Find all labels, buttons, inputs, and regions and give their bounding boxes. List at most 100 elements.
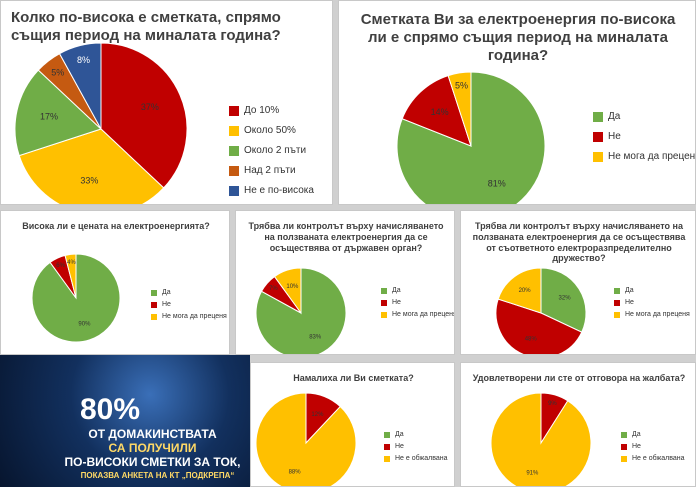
legend-swatch <box>593 151 603 162</box>
legend-label: Да <box>632 431 641 438</box>
legend-swatch <box>229 185 239 196</box>
legend-swatch <box>384 431 390 438</box>
data-label: 5% <box>455 80 468 90</box>
legend-entry: Не е по-висока <box>229 185 314 196</box>
pie-slice <box>18 128 165 204</box>
data-label: 32% <box>559 296 572 302</box>
legend-entry: Не е обжалвана <box>384 455 448 462</box>
legend-entry: Около 2 пъти <box>229 145 306 156</box>
pie-slice <box>58 42 102 130</box>
chart-title: Сметката Ви за електроенергия по-висока … <box>360 11 676 64</box>
pie-chart: 37% 33% 17% 5% 8% <box>14 42 188 204</box>
legend-entry: Не е обжалвана <box>621 455 685 462</box>
legend-swatch <box>151 289 157 296</box>
data-label: 7% <box>269 286 278 292</box>
legend-entry: Не <box>381 299 401 306</box>
legend-swatch <box>621 455 627 462</box>
data-label: 37% <box>141 102 159 112</box>
legend-swatch <box>381 299 387 306</box>
pie-chart: 0%12%88% <box>255 392 357 486</box>
legend-label: Не <box>608 131 621 142</box>
legend-swatch <box>384 443 390 450</box>
legend-swatch <box>621 443 627 450</box>
data-label: 8% <box>77 55 90 65</box>
legend-label: Не мога да преценя <box>625 311 690 318</box>
legend-label: Не мога да преценя <box>392 311 455 318</box>
data-label: 91% <box>526 470 539 476</box>
legend-swatch <box>229 105 239 116</box>
legend-entry: Да <box>381 287 401 294</box>
data-label: 5% <box>51 68 64 78</box>
legend-label: Не е обжалвана <box>395 455 448 462</box>
banner-line: ПО-ВИСОКИ СМЕТКИ ЗА ТОК, <box>64 455 241 469</box>
data-label: 88% <box>289 469 302 475</box>
banner-image: 80% ОТ ДОМАКИНСТВАТА СА ПОЛУЧИЛИ ПО-ВИСО… <box>0 355 250 487</box>
legend-label: Да <box>625 287 634 294</box>
chart-title: Удовлетворени ли сте от отговора на жалб… <box>472 373 686 383</box>
legend-swatch <box>381 311 387 318</box>
pie-slice <box>273 267 302 315</box>
legend-entry: Не <box>151 301 171 308</box>
legend-entry: Да <box>384 431 404 438</box>
legend-entry: Около 50% <box>229 125 296 136</box>
legend-entry: Не мога да преценя <box>381 311 455 318</box>
pie-slice <box>396 71 546 204</box>
chart-panel: 83% 7% 10% Да Не Не мога да преценя Трябва ли … <box>235 210 455 355</box>
legend-swatch <box>151 301 157 308</box>
chart-title: Трябва ли контролът върху начисляването … <box>472 221 686 264</box>
data-label: 4% <box>67 260 76 266</box>
legend-swatch <box>614 299 620 306</box>
chart-title: Колко по-висока е сметката, спрямо същия… <box>11 9 281 44</box>
chart-title: Трябва ли контролът върху начисляването … <box>248 221 444 253</box>
pie-slice <box>100 42 188 189</box>
chart-panel: 81% 14% 5% Да Не Не мога да преценя Сметката В… <box>338 0 696 205</box>
legend-label: Не е по-висока <box>244 185 314 196</box>
legend-entry: Над 2 пъти <box>229 165 296 176</box>
legend-entry: Не <box>384 443 404 450</box>
data-label: 83% <box>309 335 322 341</box>
pie-chart: 83% 7% 10% <box>255 267 347 354</box>
legend-swatch <box>229 145 239 156</box>
pie-slice <box>540 267 587 333</box>
chart-panel: 32% 48% 20% Да Не Не мога да преценя Трябва ли… <box>460 210 696 355</box>
legend-label: Около 2 пъти <box>244 145 307 156</box>
legend-swatch <box>151 313 157 320</box>
pie-chart: 81% 14% 5% <box>396 71 546 204</box>
pie-slice <box>14 69 102 157</box>
data-label: 6% <box>56 263 65 269</box>
legend-swatch <box>229 165 239 176</box>
pie-slice <box>255 392 357 486</box>
pie-chart: 90% 6%4% <box>31 253 121 343</box>
legend-entry: Да <box>614 287 634 294</box>
legend-label: Да <box>162 289 171 296</box>
legend-swatch <box>381 287 387 294</box>
legend-swatch <box>621 431 627 438</box>
legend-entry: Не <box>593 131 621 142</box>
chart-panel: 37% 33% 17% 5% 8% До 10% Около 50% Около 2 пъти… <box>0 0 333 205</box>
data-label: 20% <box>519 288 532 294</box>
legend-entry: Не <box>614 299 634 306</box>
banner-big: 80% <box>80 393 141 426</box>
legend-label: Не <box>162 301 171 308</box>
legend-label: Над 2 пъти <box>244 165 296 176</box>
data-label: 90% <box>78 322 91 328</box>
legend-entry: Не мога да преценя <box>614 311 690 318</box>
legend-label: Не мога да преценя <box>608 151 696 162</box>
legend-entry: Да <box>151 289 171 296</box>
pie-slice <box>490 392 592 486</box>
pie-slice <box>447 71 472 147</box>
banner-line: СА ПОЛУЧИЛИ <box>108 441 197 455</box>
data-label: 9% <box>548 401 557 407</box>
legend-swatch <box>384 455 390 462</box>
legend-entry: Да <box>621 431 641 438</box>
legend-entry: Не <box>621 443 641 450</box>
legend-swatch <box>593 131 603 142</box>
legend-label: Около 50% <box>244 125 296 136</box>
chart-panel: 90% 6% 4% Да Не Не мога да преценя Висока ли е… <box>0 210 230 355</box>
legend-label: Не е обжалвана <box>632 455 685 462</box>
legend-label: Да <box>608 111 621 122</box>
data-label: 81% <box>488 178 506 188</box>
legend-label: Да <box>392 287 401 294</box>
